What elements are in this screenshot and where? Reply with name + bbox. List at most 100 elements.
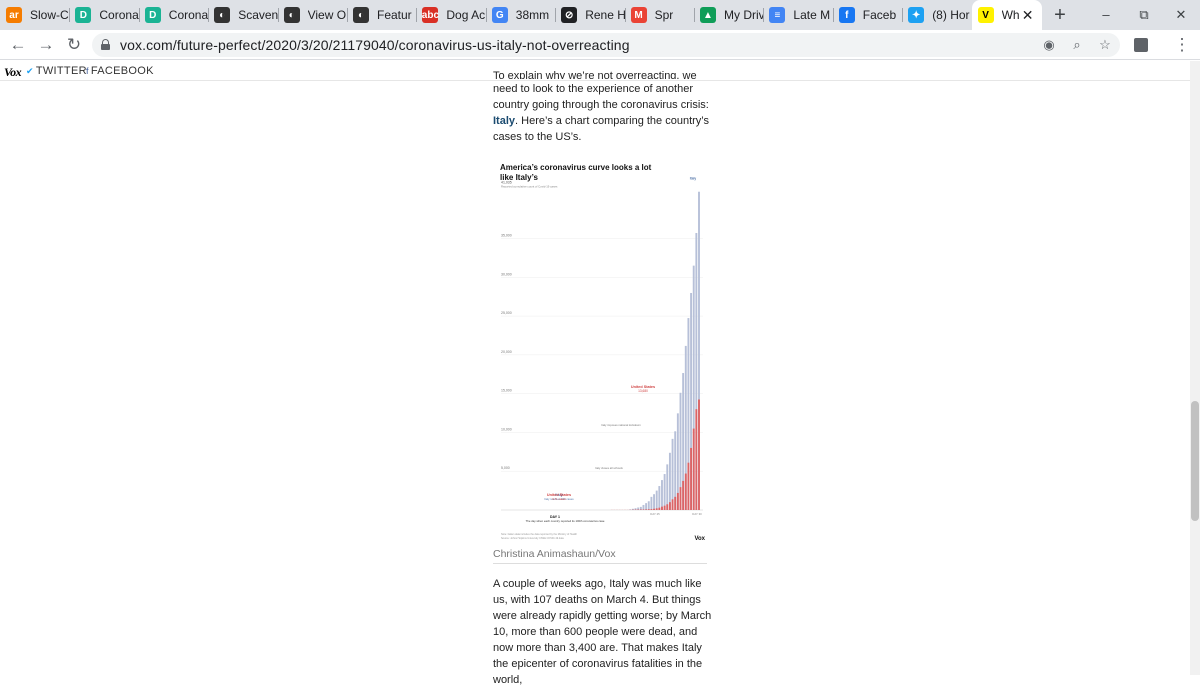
mid-annotation-1: Italy imposes national lockdown xyxy=(601,423,641,427)
italy-bar xyxy=(669,453,671,510)
y-tick-label: 30,000 xyxy=(501,272,512,276)
forward-arrow-icon[interactable]: → xyxy=(34,33,58,57)
us-annotation-note: U.S. cases xyxy=(552,497,566,501)
tab-favicon-icon: abc xyxy=(422,7,438,23)
tab-label: Corona xyxy=(99,8,138,22)
browser-toolbar: ← → ↻ vox.com/future-perfect/2020/3/20/2… xyxy=(0,30,1200,60)
twitter-icon: ✔ xyxy=(26,66,34,76)
tab-label: Wh xyxy=(1002,8,1020,22)
browser-tab[interactable]: ▲My Driv xyxy=(694,0,763,30)
bookmark-star-icon[interactable]: ☆ xyxy=(1096,36,1114,54)
menu-dots-icon[interactable]: ⋮ xyxy=(1170,33,1194,57)
minimize-icon[interactable]: – xyxy=(1087,0,1125,30)
chart-source: Source: Johns Hopkins University CSSE CO… xyxy=(501,537,564,540)
coronavirus-chart: America’s coronavirus curve looks a lot … xyxy=(493,160,707,546)
tab-favicon-icon: ▲ xyxy=(700,7,716,23)
italy-bar xyxy=(650,497,652,510)
tab-label: Featur xyxy=(377,8,412,22)
chart-svg: 5,00010,00015,00020,00025,00030,00035,00… xyxy=(493,160,707,546)
reload-icon[interactable]: ↻ xyxy=(62,33,86,57)
close-window-icon[interactable]: ✕ xyxy=(1162,0,1200,30)
us-bar xyxy=(674,497,676,510)
blocked-cookies-icon[interactable]: ◉ xyxy=(1040,36,1058,54)
top-value-note: Reported cumulative count of Covid-19 ca… xyxy=(501,185,558,189)
back-arrow-icon[interactable]: ← xyxy=(6,33,30,57)
image-caption: Christina Animashaun/Vox xyxy=(493,548,616,560)
y-tick-label: 10,000 xyxy=(501,427,512,431)
tab-favicon-icon: ✦ xyxy=(908,7,924,23)
tab-favicon-icon: ◐ xyxy=(214,7,230,23)
browser-tab[interactable]: ◐ Featur xyxy=(347,0,416,30)
tab-label: Spr xyxy=(655,8,674,22)
mid-annotation-2: Italy closes all schools xyxy=(595,466,623,470)
facebook-icon: f xyxy=(86,66,89,76)
chart-vox-logo: Vox xyxy=(694,536,705,542)
us-bar xyxy=(690,448,692,510)
day1-note: The day when each country reported its 1… xyxy=(526,519,605,523)
us-bar xyxy=(666,504,668,510)
scrollbar-thumb[interactable] xyxy=(1191,401,1199,521)
vox-logo[interactable]: Vox xyxy=(4,65,21,80)
tab-favicon-icon: ≡ xyxy=(769,7,785,23)
italy-bar xyxy=(645,503,647,510)
us-bar xyxy=(640,509,642,510)
article-intro: To explain why we’re not overreacting, w… xyxy=(493,70,715,145)
us-bar xyxy=(643,509,645,510)
tab-favicon-icon: ⊘ xyxy=(561,7,577,23)
tab-favicon-icon: M xyxy=(631,7,647,23)
browser-tab[interactable]: ⊘Rene H xyxy=(555,0,624,30)
page-scrollbar[interactable] xyxy=(1190,61,1200,675)
browser-tab[interactable]: ◐ Scaven xyxy=(208,0,277,30)
tab-favicon-icon: f xyxy=(839,7,855,23)
browser-tab[interactable]: D Corona xyxy=(69,0,138,30)
italy-bar xyxy=(653,494,655,510)
us-bar xyxy=(682,481,684,510)
body-paragraph: A couple of weeks ago, Italy was much li… xyxy=(493,576,715,688)
share-twitter-link[interactable]: ✔TWITTER xyxy=(26,65,87,77)
us-bar xyxy=(648,509,650,510)
tab-favicon-icon: ◐ xyxy=(284,7,300,23)
us-bar xyxy=(698,399,700,510)
tab-label: (8) Hor xyxy=(932,8,969,22)
us-bar xyxy=(677,493,679,510)
tab-favicon-icon: ◐ xyxy=(353,7,369,23)
tab-close-icon[interactable]: ✕ xyxy=(1020,7,1036,23)
new-tab-button[interactable]: + xyxy=(1049,4,1071,26)
y-tick-label: 5,000 xyxy=(501,466,510,470)
lock-icon[interactable] xyxy=(101,39,110,50)
us-bar xyxy=(664,506,666,510)
intro-text: need to look to the experience of anothe… xyxy=(493,83,709,111)
us-bar xyxy=(661,507,663,510)
browser-tab[interactable]: ◐View O xyxy=(278,0,347,30)
x-end-label-1: DAY 25 xyxy=(650,512,660,516)
browser-tab[interactable]: M Spr xyxy=(625,0,694,30)
address-bar[interactable]: vox.com/future-perfect/2020/3/20/2117904… xyxy=(92,33,1120,57)
y-tick-label: 15,000 xyxy=(501,389,512,393)
share-twitter-label: TWITTER xyxy=(36,65,87,77)
article-body: A couple of weeks ago, Italy was much li… xyxy=(493,576,715,688)
extension-icon[interactable] xyxy=(1134,38,1148,52)
italy-link[interactable]: Italy xyxy=(493,115,515,127)
restore-icon[interactable]: ⧉ xyxy=(1125,0,1163,30)
us-bar xyxy=(672,499,674,510)
tab-favicon-icon: D xyxy=(145,7,161,23)
tab-label: Scaven xyxy=(238,8,277,22)
tab-label: 38mm xyxy=(516,8,549,22)
us-bar xyxy=(685,474,687,510)
browser-tab[interactable]: ✦ (8) Hor xyxy=(902,0,971,30)
italy-top-label: Italy xyxy=(690,177,697,181)
tab-favicon-icon: D xyxy=(75,7,91,23)
intro-paragraph: need to look to the experience of anothe… xyxy=(493,81,715,145)
zoom-icon[interactable]: ⌕ xyxy=(1068,36,1086,54)
italy-bar xyxy=(666,464,668,510)
url-text[interactable]: vox.com/future-perfect/2020/3/20/2117904… xyxy=(120,37,630,53)
browser-tab[interactable]: ≡Late M xyxy=(763,0,832,30)
